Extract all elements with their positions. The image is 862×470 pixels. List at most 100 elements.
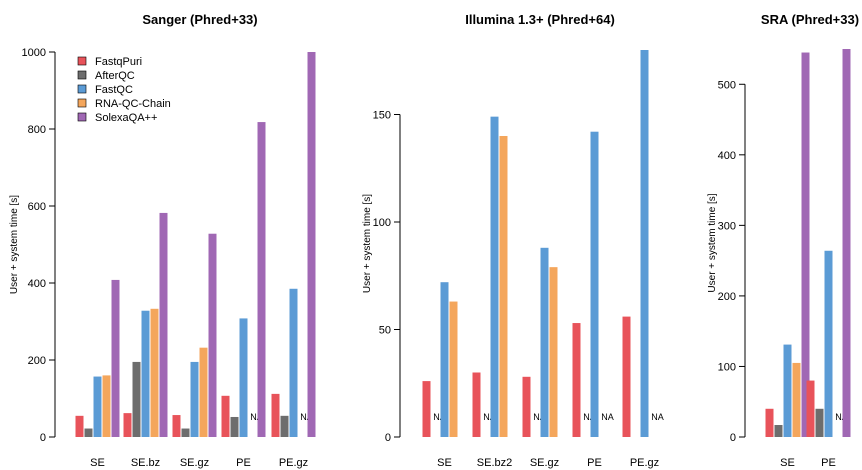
panel-title: Sanger (Phred+33) [142, 12, 257, 27]
bar-fastqpuri [271, 393, 280, 437]
legend-label: AfterQC [95, 70, 135, 82]
category-label: PE.gz [630, 457, 659, 469]
category-label: SE [437, 457, 452, 469]
bar-fastqpuri [765, 408, 774, 437]
y-tick-label: 50 [379, 325, 391, 337]
na-label: NA [835, 412, 848, 422]
panel-title: Illumina 1.3+ (Phred+64) [465, 12, 615, 27]
legend-swatch [77, 98, 87, 108]
bar-fastqc [93, 376, 102, 437]
y-tick-label: 100 [373, 217, 391, 229]
y-tick-label: 1000 [22, 47, 46, 59]
y-tick-label: 150 [373, 110, 391, 122]
legend-swatch [77, 84, 87, 94]
category-label: PE [821, 457, 836, 469]
bar-fastqc [490, 116, 499, 438]
bar-rna-qc-chain [102, 375, 111, 437]
na-label: NA [533, 412, 546, 422]
category-label: SE.gz [530, 457, 559, 469]
bar-fastqpuri [172, 415, 181, 437]
y-tick-label: 0 [730, 432, 736, 444]
bar-fastqc [440, 282, 449, 437]
bar-solexaqa- [208, 233, 217, 437]
bar-rna-qc-chain [549, 267, 558, 437]
legend: FastqPuri AfterQC FastQC RNA-QC-Chain Solexa… [77, 56, 171, 124]
bar-afterqc [230, 416, 239, 437]
chart-panel-1: Sanger (Phred+33) 0 200 400 600 800 1000 User +… [9, 12, 316, 469]
y-axis-label: User + system time [s] [362, 194, 373, 293]
bar-fastqpuri [422, 381, 431, 437]
y-tick-label: 200 [28, 355, 46, 367]
bar-solexaqa- [842, 49, 851, 437]
bar-fastqc [824, 250, 833, 437]
bar-afterqc [181, 428, 190, 437]
bar-fastqc [640, 50, 649, 437]
y-tick-label: 200 [718, 291, 736, 303]
legend-swatch [77, 56, 87, 66]
category-label: SE [90, 457, 105, 469]
bar-afterqc [815, 408, 824, 437]
bar-rna-qc-chain [199, 347, 208, 437]
bar-fastqpuri [75, 415, 84, 437]
y-tick-label: 300 [718, 220, 736, 232]
bar-solexaqa- [801, 52, 810, 437]
bar-fastqc [540, 247, 549, 437]
category-label: PE [236, 457, 251, 469]
bar-solexaqa- [257, 122, 266, 437]
bar-rna-qc-chain [150, 308, 159, 437]
y-tick-label: 400 [28, 278, 46, 290]
bar-rna-qc-chain [449, 301, 458, 437]
na-label: NA [433, 412, 446, 422]
bar-fastqc [239, 318, 248, 437]
bar-fastqc [190, 361, 199, 437]
bar-solexaqa- [111, 279, 120, 437]
bar-rna-qc-chain [499, 136, 508, 437]
bar-fastqpuri [221, 395, 230, 437]
bar-fastqpuri [522, 376, 531, 437]
bar-afterqc [774, 425, 783, 437]
chart-panel-3: SRA (Phred+33) 0 100 200 300 400 500 User + sys… [707, 12, 859, 469]
legend-swatch [77, 70, 87, 80]
legend-swatch [77, 112, 87, 122]
legend-label: FastQC [95, 84, 133, 96]
legend-label: RNA-QC-Chain [95, 98, 171, 110]
y-tick-label: 0 [40, 432, 46, 444]
chart-panel-2: Illumina 1.3+ (Phred+64) 0 50 100 150 User + … [362, 12, 664, 469]
bar-rna-qc-chain [792, 362, 801, 437]
y-tick-label: 400 [718, 150, 736, 162]
bar-solexaqa- [159, 212, 168, 437]
bar-fastqpuri [472, 372, 481, 437]
na-label: NA [483, 412, 496, 422]
legend-label: FastqPuri [95, 56, 142, 68]
bar-fastqpuri [806, 380, 815, 437]
na-label: NA [651, 412, 664, 422]
bar-fastqpuri [622, 316, 631, 437]
na-label: NA [601, 412, 614, 422]
category-label: PE [587, 457, 602, 469]
bar-afterqc [132, 361, 141, 437]
na-label: NA [583, 412, 596, 422]
category-label: SE.bz [131, 457, 160, 469]
legend-label: SolexaQA++ [95, 112, 157, 124]
y-tick-label: 800 [28, 124, 46, 136]
bar-solexaqa- [307, 52, 316, 437]
y-axis-label: User + system time [s] [9, 195, 20, 294]
y-tick-label: 600 [28, 201, 46, 213]
panel-title: SRA (Phred+33) [761, 12, 859, 27]
category-label: SE [780, 457, 795, 469]
bar-fastqc [783, 344, 792, 437]
na-label: NA [300, 412, 313, 422]
bar-fastqc [141, 310, 150, 437]
y-tick-label: 0 [385, 432, 391, 444]
category-label: PE.gz [279, 457, 308, 469]
y-tick-label: 500 [718, 79, 736, 91]
bar-fastqpuri [572, 323, 581, 437]
y-tick-label: 100 [718, 361, 736, 373]
bar-afterqc [280, 415, 289, 437]
bar-afterqc [84, 428, 93, 437]
bar-fastqc [590, 131, 599, 437]
bar-fastqpuri [123, 413, 132, 437]
bar-fastqc [289, 288, 298, 437]
category-label: SE.gz [180, 457, 209, 469]
